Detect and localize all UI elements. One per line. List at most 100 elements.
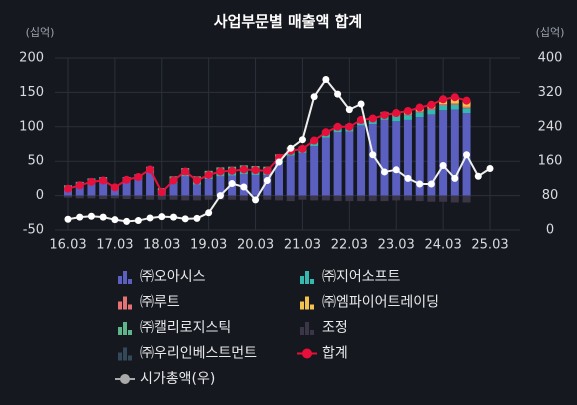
x-tick-label: 23.03	[378, 238, 415, 253]
bar	[415, 117, 424, 196]
bar	[216, 176, 225, 196]
bars	[64, 96, 471, 203]
point	[157, 188, 166, 197]
y2-tick-label: 0	[546, 223, 554, 238]
point	[310, 136, 319, 145]
bar	[462, 108, 471, 114]
point	[181, 167, 190, 176]
bar	[450, 195, 459, 203]
point	[381, 168, 388, 176]
point	[252, 196, 260, 204]
bar	[450, 104, 459, 110]
bar	[286, 195, 295, 202]
point	[474, 172, 482, 180]
bar	[415, 195, 424, 202]
bar	[427, 114, 436, 196]
bar	[415, 112, 424, 118]
bar	[403, 119, 412, 196]
point	[251, 166, 260, 175]
point	[263, 177, 271, 185]
bar	[380, 119, 389, 196]
bar	[345, 195, 354, 202]
point	[357, 100, 365, 108]
y-tick-label: -50	[23, 223, 44, 238]
legend-icon	[120, 374, 130, 384]
point	[287, 144, 295, 152]
point	[64, 215, 72, 223]
point	[321, 128, 330, 137]
bar	[192, 184, 201, 196]
point	[110, 183, 119, 192]
y2-axis-unit: (십억)	[536, 26, 565, 39]
bar	[263, 195, 272, 200]
point	[462, 96, 471, 105]
point	[392, 109, 401, 118]
bar	[134, 179, 143, 196]
legend-label: ㈜오아시스	[140, 269, 206, 285]
point	[204, 170, 213, 179]
bar	[450, 109, 459, 196]
bar	[239, 195, 248, 201]
bar	[192, 195, 201, 201]
bar	[415, 110, 424, 113]
bar	[286, 155, 295, 196]
legend-label: ㈜엠파이어트레이딩	[322, 295, 439, 311]
point	[64, 184, 72, 193]
bar	[122, 181, 131, 196]
bar	[427, 108, 436, 110]
point	[463, 151, 471, 159]
bar	[368, 124, 377, 196]
bar	[427, 195, 436, 202]
point	[333, 122, 342, 131]
y-tick-label: 200	[19, 51, 44, 66]
bar	[110, 188, 119, 196]
bar	[462, 195, 471, 203]
bar	[357, 125, 366, 196]
bar	[99, 195, 108, 200]
lines	[64, 76, 494, 225]
bar	[357, 195, 366, 202]
bar	[251, 174, 260, 196]
point	[181, 215, 189, 223]
bar	[64, 195, 72, 198]
point	[380, 111, 389, 120]
point	[228, 166, 237, 175]
legend-label: 조정	[322, 320, 348, 336]
legend-icon	[128, 279, 132, 284]
y2-tick-label: 80	[542, 188, 559, 203]
x-tick-label: 19.03	[190, 238, 227, 253]
point	[87, 212, 95, 220]
y-tick-label: 50	[27, 154, 44, 169]
bar	[439, 110, 448, 196]
point	[322, 76, 330, 83]
legend-icon	[305, 322, 309, 335]
point	[450, 93, 459, 102]
point	[216, 192, 224, 200]
legend-icon	[128, 355, 132, 361]
point	[310, 93, 318, 101]
legend-label: 합계	[322, 346, 348, 362]
point	[146, 214, 154, 222]
bar	[228, 195, 237, 200]
y-axis-unit: (십억)	[26, 26, 55, 39]
point	[392, 166, 400, 174]
legend-icon	[118, 327, 122, 335]
point	[334, 90, 342, 98]
point	[403, 106, 412, 115]
bar	[427, 109, 436, 115]
bar	[99, 181, 108, 196]
x-tick-label: 18.03	[143, 238, 180, 253]
bar	[275, 162, 283, 196]
point	[240, 183, 248, 191]
y-tick-label: 100	[19, 119, 44, 134]
bar	[169, 195, 178, 200]
bar	[275, 195, 283, 201]
bar	[157, 195, 166, 200]
point	[158, 213, 166, 221]
point	[298, 136, 306, 144]
bar	[75, 195, 84, 199]
bar	[439, 195, 448, 202]
bar	[333, 132, 342, 196]
legend-label: 시가총액(우)	[140, 371, 215, 387]
legend-icon	[128, 304, 132, 310]
